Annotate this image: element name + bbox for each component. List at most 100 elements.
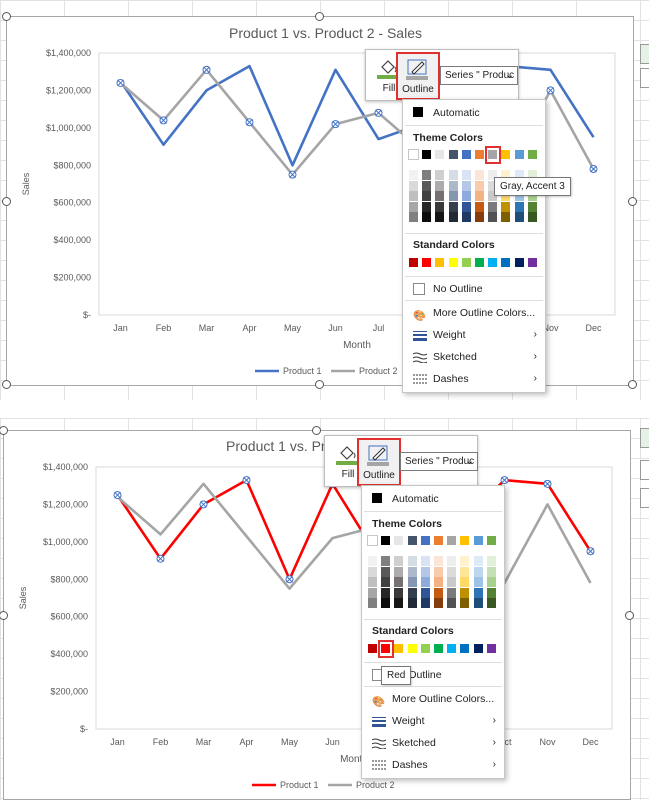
chart-elements-icon[interactable]	[640, 44, 649, 64]
theme-shade-swatch[interactable]	[434, 566, 443, 577]
theme-shade-swatch[interactable]	[460, 598, 470, 608]
theme-shade-swatch[interactable]	[514, 201, 524, 212]
plot-area[interactable]	[95, 466, 613, 730]
legend-entry[interactable]: Product 1	[283, 366, 322, 376]
theme-shade-swatch[interactable]	[420, 556, 430, 566]
standard-color-swatch[interactable]	[447, 644, 457, 653]
selected-point-marker[interactable]	[543, 479, 552, 488]
theme-shade-swatch[interactable]	[422, 180, 432, 191]
outline-button[interactable]: Outline	[396, 52, 440, 100]
theme-shade-swatch[interactable]	[501, 212, 511, 222]
automatic-option[interactable]: Automatic	[413, 104, 539, 122]
sketched-option[interactable]: Sketched ›	[412, 348, 539, 366]
fill-button[interactable]: Fill	[327, 438, 369, 484]
theme-shade-swatch[interactable]	[475, 201, 484, 212]
standard-color-swatch[interactable]	[422, 258, 432, 267]
theme-shade-swatch[interactable]	[501, 170, 511, 180]
theme-shade-swatch[interactable]	[394, 566, 404, 577]
standard-color-swatch[interactable]	[435, 258, 445, 267]
theme-color-swatch[interactable]	[407, 536, 417, 545]
selected-point-marker[interactable]	[285, 575, 294, 584]
theme-shade-swatch[interactable]	[486, 577, 496, 587]
standard-color-swatch[interactable]	[501, 258, 511, 267]
x-axis-title[interactable]: Month	[343, 340, 371, 351]
y-axis-title[interactable]: Sales	[21, 172, 31, 195]
theme-shade-swatch[interactable]	[435, 170, 445, 180]
selected-point-marker[interactable]	[546, 86, 555, 95]
theme-shade-swatch[interactable]	[368, 587, 377, 598]
theme-shade-swatch[interactable]	[527, 212, 537, 222]
theme-shade-swatch[interactable]	[475, 180, 484, 191]
theme-shade-swatch[interactable]	[448, 170, 458, 180]
chart-styles-icon[interactable]	[640, 68, 649, 88]
resize-handle[interactable]	[625, 611, 634, 620]
selected-point-marker[interactable]	[288, 170, 297, 179]
selected-point-marker[interactable]	[500, 476, 509, 485]
theme-shade-swatch[interactable]	[486, 566, 496, 577]
theme-shade-swatch[interactable]	[435, 212, 445, 222]
theme-shade-swatch[interactable]	[461, 191, 471, 201]
selected-point-marker[interactable]	[159, 116, 168, 125]
theme-shade-swatch[interactable]	[407, 577, 417, 587]
theme-shade-swatch[interactable]	[435, 180, 445, 191]
theme-shade-swatch[interactable]	[461, 180, 471, 191]
theme-shade-swatch[interactable]	[527, 170, 537, 180]
theme-shade-swatch[interactable]	[473, 598, 483, 608]
more-outline-colors-option[interactable]: 🎨 More Outline Colors...	[413, 304, 539, 322]
selected-point-marker[interactable]	[202, 65, 211, 74]
standard-color-swatch[interactable]	[488, 258, 498, 267]
resize-handle[interactable]	[315, 380, 324, 389]
theme-color-swatch[interactable]	[486, 536, 496, 545]
theme-shade-swatch[interactable]	[368, 566, 377, 577]
selected-point-marker[interactable]	[331, 120, 340, 129]
theme-shade-swatch[interactable]	[447, 598, 457, 608]
theme-color-swatch[interactable]	[475, 150, 484, 159]
theme-shade-swatch[interactable]	[514, 170, 524, 180]
sketched-option[interactable]: Sketched ›	[371, 734, 498, 752]
theme-shade-swatch[interactable]	[488, 191, 498, 201]
chart-filters-icon[interactable]	[640, 488, 649, 508]
theme-shade-swatch[interactable]	[461, 201, 471, 212]
resize-handle[interactable]	[628, 197, 637, 206]
theme-shade-swatch[interactable]	[448, 180, 458, 191]
theme-shade-swatch[interactable]	[473, 566, 483, 577]
theme-shade-swatch[interactable]	[460, 556, 470, 566]
theme-shade-swatch[interactable]	[422, 201, 432, 212]
dashes-option[interactable]: Dashes ›	[413, 370, 539, 388]
resize-handle[interactable]	[628, 380, 637, 389]
series-line-2[interactable]	[116, 482, 592, 590]
selected-point-marker[interactable]	[199, 500, 208, 509]
theme-shade-swatch[interactable]	[501, 201, 511, 212]
theme-shade-swatch[interactable]	[434, 587, 443, 598]
theme-color-swatch[interactable]	[447, 536, 457, 545]
theme-shade-swatch[interactable]	[407, 566, 417, 577]
theme-color-swatch[interactable]	[435, 150, 445, 159]
theme-shade-swatch[interactable]	[473, 556, 483, 566]
weight-option[interactable]: Weight ›	[413, 326, 539, 344]
theme-color-swatch[interactable]	[394, 536, 404, 545]
y-axis-title[interactable]: Sales	[18, 586, 28, 609]
selected-point-marker[interactable]	[116, 78, 125, 87]
theme-shade-swatch[interactable]	[381, 577, 391, 587]
theme-shade-swatch[interactable]	[381, 598, 391, 608]
standard-color-swatch[interactable]	[434, 644, 443, 653]
theme-shade-swatch[interactable]	[407, 587, 417, 598]
series-line-1[interactable]	[116, 478, 592, 581]
chart-area[interactable]: Product 1 vs. Product 2 - Sales $1,400,0…	[3, 430, 631, 800]
resize-handle[interactable]	[0, 611, 8, 620]
theme-shade-swatch[interactable]	[460, 566, 470, 577]
selected-point-marker[interactable]	[589, 165, 598, 174]
theme-shade-swatch[interactable]	[447, 587, 457, 598]
theme-shade-swatch[interactable]	[368, 598, 377, 608]
standard-color-swatch[interactable]	[473, 644, 483, 653]
weight-option[interactable]: Weight ›	[372, 712, 498, 730]
theme-shade-swatch[interactable]	[381, 556, 391, 566]
automatic-option[interactable]: Automatic	[372, 490, 498, 508]
selected-point-marker[interactable]	[156, 554, 165, 563]
theme-shade-swatch[interactable]	[394, 556, 404, 566]
legend-entry[interactable]: Product 1	[280, 780, 319, 790]
chart-title[interactable]: Product 1 vs. Product 2 - Sales	[229, 25, 422, 41]
theme-shade-swatch[interactable]	[381, 587, 391, 598]
no-outline-option[interactable]: No Outline	[413, 280, 539, 298]
theme-shade-swatch[interactable]	[409, 191, 418, 201]
